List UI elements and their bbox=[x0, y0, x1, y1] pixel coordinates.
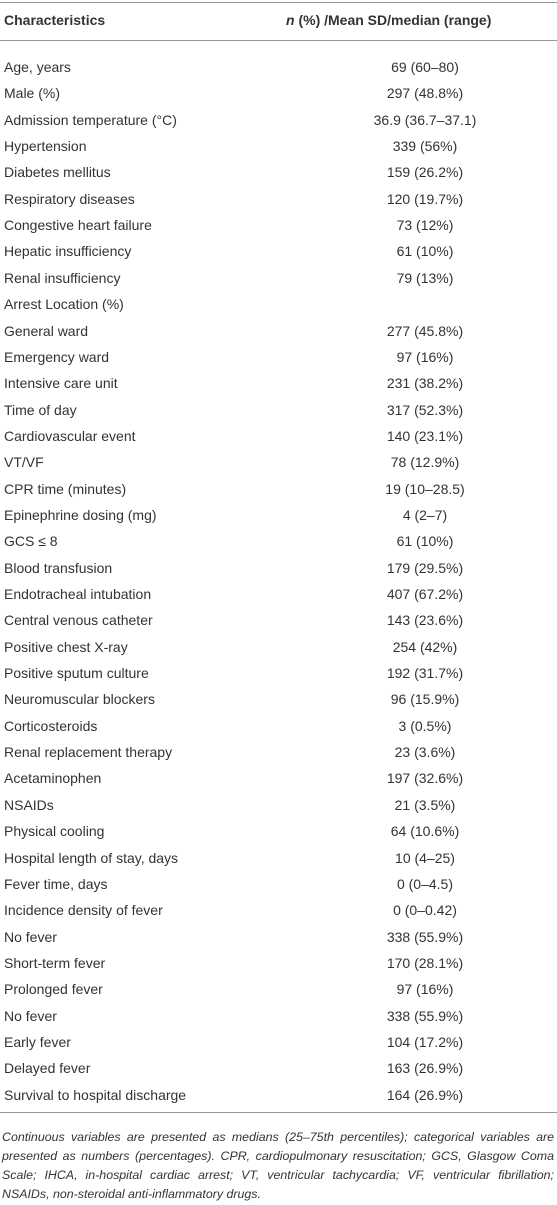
row-value: 23 (3.6%) bbox=[394, 744, 456, 761]
row-value: 407 (67.2%) bbox=[386, 586, 464, 602]
row-value: 21 (3.5%) bbox=[394, 796, 456, 813]
row-value: 4 (2–7) bbox=[402, 506, 448, 523]
row-value: 0 (0–0.42) bbox=[393, 902, 457, 919]
row-label: Blood transfusion bbox=[4, 559, 113, 576]
row-value: 64 (10.6%) bbox=[390, 823, 460, 840]
row-label: Corticosteroids bbox=[4, 717, 98, 734]
row-label: Fever time, days bbox=[4, 875, 108, 892]
header-text: (%) /Mean SD/median (range) bbox=[294, 12, 492, 28]
row-label: Delayed fever bbox=[4, 1060, 91, 1077]
row-label: Renal replacement therapy bbox=[4, 744, 173, 761]
row-label: Respiratory diseases bbox=[4, 190, 135, 207]
row-label: Intensive care unit bbox=[4, 375, 118, 392]
bottom-rule bbox=[0, 1112, 557, 1113]
row-label: Survival to hospital discharge bbox=[4, 1086, 187, 1103]
row-label: Male (%) bbox=[4, 85, 61, 102]
row-value: 140 (23.1%) bbox=[386, 427, 464, 444]
row-value: 3 (0.5%) bbox=[398, 717, 452, 734]
row-value: 143 (23.6%) bbox=[386, 612, 464, 629]
row-label: Arrest Location (%) bbox=[4, 296, 124, 313]
row-label: Admission temperature (°C) bbox=[4, 111, 177, 128]
row-label: Central venous catheter bbox=[4, 612, 153, 629]
row-value: 10 (4–25) bbox=[395, 849, 455, 866]
row-value: 164 (26.9%) bbox=[386, 1086, 464, 1103]
row-label: Endotracheal intubation bbox=[4, 586, 152, 602]
row-value: 231 (38.2%) bbox=[386, 375, 464, 392]
footnote: Continuous variables are presented as me… bbox=[2, 1130, 554, 1201]
row-value: 19 (10–28.5) bbox=[385, 480, 465, 497]
row-label: General ward bbox=[4, 322, 89, 339]
row-label: Positive chest X-ray bbox=[4, 638, 128, 655]
row-label: No fever bbox=[4, 1007, 57, 1024]
row-value: 97 (16%) bbox=[396, 981, 454, 998]
row-value: 163 (26.9%) bbox=[386, 1060, 464, 1077]
row-label: Physical cooling bbox=[4, 823, 105, 840]
top-rule bbox=[0, 2, 557, 3]
row-label: Positive sputum culture bbox=[4, 665, 149, 682]
row-label: VT/VF bbox=[4, 454, 44, 471]
row-value: 61 (10%) bbox=[396, 243, 454, 260]
header-italic: n bbox=[286, 12, 295, 28]
row-label: Hospital length of stay, days bbox=[4, 849, 179, 866]
row-value: 78 (12.9%) bbox=[390, 454, 460, 471]
row-value: 254 (42%) bbox=[392, 638, 458, 655]
row-label: Congestive heart failure bbox=[4, 217, 152, 234]
row-label: Cardiovascular event bbox=[4, 427, 136, 444]
row-value: 0 (0–4.5) bbox=[396, 875, 454, 892]
row-label: Hypertension bbox=[4, 138, 87, 155]
row-value: 120 (19.7%) bbox=[386, 190, 464, 207]
row-label: Age, years bbox=[4, 59, 71, 75]
row-value: 338 (55.9%) bbox=[386, 928, 464, 945]
row-label: No fever bbox=[4, 928, 57, 945]
row-value: 104 (17.2%) bbox=[386, 1033, 464, 1050]
header-rule bbox=[0, 40, 557, 41]
row-label: Short-term fever bbox=[4, 954, 106, 971]
row-value: 317 (52.3%) bbox=[386, 401, 464, 418]
row-value: 297 (48.8%) bbox=[386, 85, 464, 102]
row-value: 79 (13%) bbox=[396, 269, 454, 286]
row-value: 97 (16%) bbox=[396, 348, 454, 365]
row-label: Epinephrine dosing (mg) bbox=[4, 506, 157, 523]
row-value: 36.9 (36.7–37.1) bbox=[373, 111, 477, 128]
row-label: Time of day bbox=[4, 401, 77, 418]
row-label: Neuromuscular blockers bbox=[4, 691, 155, 708]
row-value: 170 (28.1%) bbox=[386, 954, 464, 971]
row-label: Emergency ward bbox=[4, 348, 110, 365]
row-label: Incidence density of fever bbox=[4, 902, 163, 919]
row-value: 179 (29.5%) bbox=[386, 559, 464, 576]
row-value: 277 (45.8%) bbox=[386, 322, 464, 339]
header-cell: n (%) /Mean SD/median (range) bbox=[286, 7, 491, 33]
row-label: NSAIDs bbox=[4, 796, 54, 813]
row-label: GCS ≤ 8 bbox=[4, 533, 58, 550]
row-value: 96 (15.9%) bbox=[390, 691, 460, 708]
row-label: Renal insufficiency bbox=[4, 269, 121, 286]
row-value: 73 (12%) bbox=[396, 217, 454, 234]
row-label: Hepatic insufficiency bbox=[4, 243, 132, 260]
row-value: 197 (32.6%) bbox=[386, 770, 464, 787]
row-label: Acetaminophen bbox=[4, 770, 102, 787]
row-value: 192 (31.7%) bbox=[386, 665, 464, 682]
row-value: 61 (10%) bbox=[396, 533, 454, 550]
row-label: Prolonged fever bbox=[4, 981, 103, 998]
row-value: 69 (60–80) bbox=[391, 59, 459, 75]
row-label: Diabetes mellitus bbox=[4, 164, 111, 181]
header-cell: Characteristics bbox=[4, 12, 106, 28]
row-label: Early fever bbox=[4, 1033, 71, 1050]
row-value: 159 (26.2%) bbox=[386, 164, 464, 181]
row-label: CPR time (minutes) bbox=[4, 480, 127, 497]
row-value: 338 (55.9%) bbox=[386, 1007, 464, 1024]
row-value: 339 (56%) bbox=[392, 138, 458, 155]
